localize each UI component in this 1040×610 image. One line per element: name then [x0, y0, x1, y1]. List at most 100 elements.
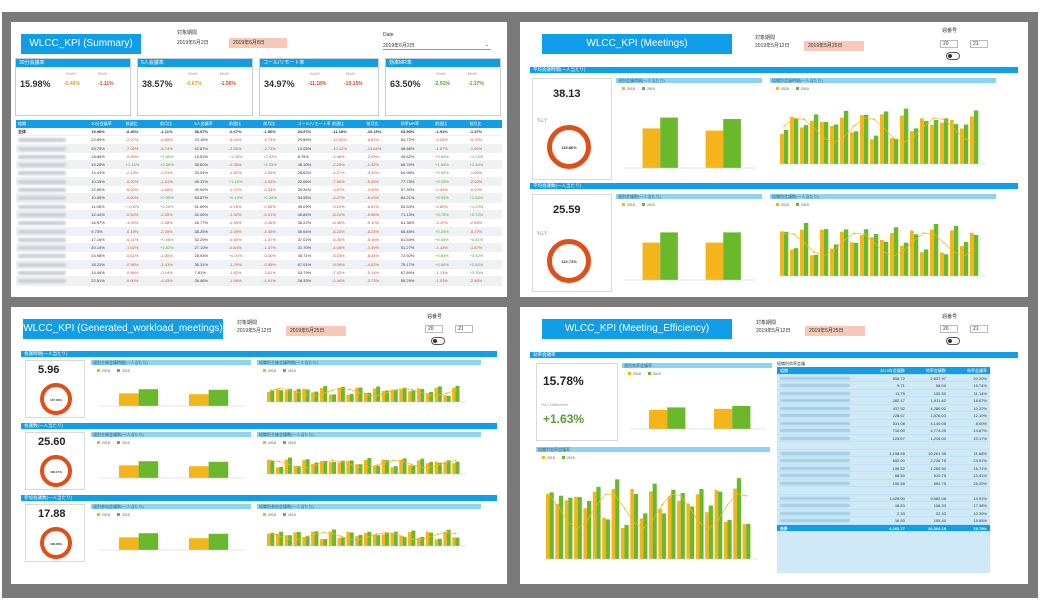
org-name-blurred [16, 161, 89, 168]
table-row[interactable]: 20.14% -1.62% +1.02% 27.10% -0.64% -1.47% 31.7… [16, 244, 502, 253]
table-row[interactable]: 24.98% -0.61% -1.30% 28.93% +0.04% -0.40% 45.7… [16, 252, 502, 261]
bar-2019 [402, 536, 407, 546]
column-header[interactable]: 前月比 [366, 121, 379, 126]
end-date[interactable]: 2019年5月25日 [286, 326, 346, 336]
table-row[interactable]: 11.06% +1.05% +2.26% 51.69% -0.15% -0.56% 45.0… [16, 203, 502, 211]
end-date[interactable]: 2019年5月25日 [804, 41, 864, 51]
start-date[interactable]: 2019年6月2日 [173, 38, 213, 48]
bar-2019 [332, 529, 337, 546]
kpi-card: 30分会議率 15.98% WoW -0.46% MoM -1.11% [15, 58, 131, 116]
start-date[interactable]: 2019年5月12日 [233, 326, 276, 336]
table-cell: -6.67% [366, 137, 380, 143]
table-row[interactable]: 331.08 4,140.08 8.00% [777, 420, 990, 427]
table-row[interactable]: 68.50 510.75 13.41% [777, 472, 990, 480]
table-cell: -2.29% [160, 228, 173, 234]
table-row[interactable]: 10.05% -0.60% +0.55% 53.87% +0.19% +0.28% 34.5… [16, 194, 502, 203]
table-row[interactable]: 14.46% -0.86% -0.14% 7.81% -1.82% -3.61% 43.79… [16, 269, 502, 278]
table-row[interactable]: 10.15% -0.20% -1.61% 45.17% +1.16% -4.33% 22.0… [16, 177, 502, 187]
week-to-input[interactable]: 21 [970, 325, 988, 333]
column-header[interactable]: 前週比 [228, 121, 241, 126]
column-header[interactable]: 前週比 [435, 121, 448, 126]
column-header[interactable]: 前月比 [160, 121, 173, 126]
bar-2019 [420, 458, 425, 474]
table-row[interactable]: 14.41% -2.13% -2.91% 33.04% -1.82% -2.06% 28.6… [16, 169, 502, 178]
week-to-input[interactable]: 21 [455, 325, 473, 333]
table-row[interactable]: 558.72 2,837.97 20.20% [777, 375, 990, 382]
table-row[interactable]: 19.26% +1.14% +2.39% 35.60% -0.35% +1.25% 46.1… [16, 161, 502, 170]
bar-2019 [446, 460, 451, 474]
column-header[interactable]: 前月比 [469, 121, 482, 126]
end-date[interactable]: 2019年5月25日 [805, 326, 865, 336]
table-row[interactable]: 9.73% -0.18% -2.29% 38.25% -1.05% -2.45% 30.64… [16, 227, 502, 236]
table-row[interactable]: 18.85% -0.95% +1.80% 18.53% +1.35% +2.43% 8.75… [16, 153, 502, 162]
table-row[interactable]: 17.16% -0.21% +0.08% 32.29% -0.60% -1.47% 37.0… [16, 236, 502, 245]
week-from-input[interactable]: 20 [940, 40, 958, 48]
end-date[interactable]: 2019年6月8日 [229, 38, 287, 48]
column-header[interactable]: 効率会議数 [925, 368, 946, 373]
chevron-down-icon: ⌄ [484, 42, 489, 48]
table-cell: -7.66% [332, 178, 345, 184]
ly-point [419, 391, 422, 394]
table-row[interactable]: 437.52 4,280.02 10.22% [777, 405, 990, 412]
table-row[interactable]: 16.97% -1.04% -2.08% 45.77% -2.35% -4.26% 36.2… [16, 219, 502, 228]
table-row[interactable]: 2.33 22.43 10.39% [777, 510, 990, 517]
table-row[interactable]: 228.67 1,876.03 12.19% [777, 412, 990, 420]
bar-2018 [408, 532, 412, 546]
column-header[interactable]: 前週比 [332, 121, 344, 126]
table-cell: -0.18% [125, 228, 139, 234]
table-row[interactable]: 150.58 594.75 25.32% [777, 480, 990, 487]
table-row[interactable]: 11.75 105.50 11.14% [777, 390, 990, 397]
week-from-input[interactable]: 20 [940, 325, 958, 333]
org-name-blurred [777, 502, 867, 509]
bar-2019 [287, 388, 292, 402]
week-toggle[interactable] [946, 337, 960, 345]
bar-2019 [587, 500, 592, 559]
column-header[interactable]: 2019年会議数 [879, 368, 905, 373]
week-from-input[interactable]: 20 [425, 325, 443, 333]
column-header[interactable]: 5人会議率 [194, 121, 213, 126]
bar-2019 [661, 513, 667, 559]
legend-label: 2018 [781, 203, 789, 207]
table-cell: 67.89% [400, 270, 415, 276]
table-row[interactable]: 22.51% -0.50% -4.43% 26.46% -1.56% -1.91% 26.3… [16, 277, 502, 286]
column-header[interactable]: 前週比 [125, 121, 138, 126]
week-toggle[interactable] [946, 52, 960, 60]
table-row[interactable]: 12.44% -0.50% -1.09% 42.06% -1.92% -0.41% 40.8… [16, 210, 502, 220]
table-row[interactable]: 16.50 105.40 15.65% [777, 517, 990, 525]
table-row[interactable]: 123.67 1,216.00 10.17% [777, 435, 990, 442]
table-row[interactable]: 9.71 58.00 16.74% [777, 382, 990, 390]
date-dropdown[interactable]: 2019年6月2日 ⌄ [383, 42, 491, 50]
column-header[interactable]: 組織 [18, 121, 26, 126]
table-row[interactable]: 25.79% -7.02% -5.74% 42.67% -3.55% -2.73% 10.0… [16, 144, 502, 153]
ly-point [445, 461, 448, 464]
start-date[interactable]: 2019年5月12日 [751, 41, 794, 51]
week-to-input[interactable]: 21 [970, 40, 988, 48]
table-row[interactable]: 282.17 1,511.62 18.67% [777, 397, 990, 405]
bar-2019 [783, 129, 789, 164]
table-cell: -5.98% [366, 211, 380, 217]
column-header[interactable]: 組織 [780, 368, 788, 373]
column-header[interactable]: 効率MR率 [400, 121, 420, 126]
column-header[interactable]: コール/リモート率 [297, 121, 330, 126]
table-row[interactable]: 1,429.00 9,582.08 14.91% [777, 495, 990, 502]
ly-point [340, 387, 342, 390]
table-row[interactable]: 12.89% -6.20% -1.65% 39.06% -1.07% -0.34% 26.3… [16, 186, 502, 195]
table-row[interactable] [777, 442, 990, 450]
table-row[interactable]: 22.69% -2.07% -4.85% 23.18% -6.04% -4.73% 29.8… [16, 136, 502, 145]
table-row[interactable]: 18.23% -0.96% -1.41% 36.31% -1.29% -0.95% 67.9… [16, 260, 502, 270]
table-row[interactable]: 652.00 2,726.75 23.91% [777, 457, 990, 465]
week-toggle[interactable] [431, 337, 445, 345]
column-header[interactable]: 前月比 [263, 121, 276, 126]
table-row[interactable]: 199.52 1,269.90 15.71% [777, 465, 990, 472]
bar-2019 [208, 461, 229, 478]
table-row[interactable]: 1,198.58 10,261.95 11.68% [777, 450, 990, 457]
bar-2019 [384, 532, 389, 546]
table-row[interactable]: 18.83 108.33 17.38% [777, 502, 990, 510]
legend-swatch [622, 203, 625, 206]
column-header[interactable]: 30分会議率 [91, 121, 112, 126]
table-row[interactable]: 710.00 4,774.25 14.87% [777, 427, 990, 435]
start-date[interactable]: 2019年5月12日 [752, 326, 795, 336]
table-row[interactable] [777, 487, 990, 495]
bar-2018 [723, 521, 728, 559]
column-header[interactable]: 効率会議率 [967, 368, 987, 373]
